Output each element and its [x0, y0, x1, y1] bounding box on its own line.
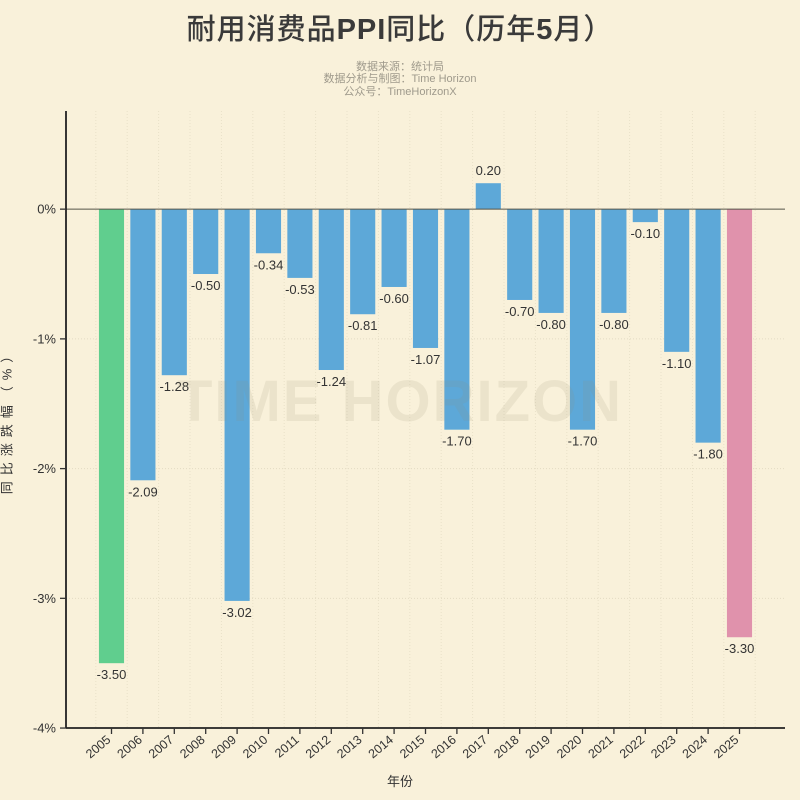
svg-text:-0.10: -0.10 — [630, 226, 660, 241]
svg-text:-2%: -2% — [33, 461, 57, 476]
svg-text:-2.09: -2.09 — [128, 484, 158, 499]
svg-text:-1.70: -1.70 — [442, 434, 472, 449]
svg-text:-1.07: -1.07 — [411, 352, 441, 367]
svg-text:-3.30: -3.30 — [725, 641, 755, 656]
svg-text:-0.81: -0.81 — [348, 318, 378, 333]
svg-text:-0.80: -0.80 — [536, 317, 566, 332]
svg-text:-1%: -1% — [33, 331, 57, 346]
svg-text:-1.70: -1.70 — [568, 434, 598, 449]
svg-text:-0.34: -0.34 — [254, 257, 284, 272]
svg-text:-0.53: -0.53 — [285, 282, 315, 297]
svg-text:-3%: -3% — [33, 591, 57, 606]
svg-text:-0.50: -0.50 — [191, 278, 221, 293]
svg-text:0.20: 0.20 — [476, 163, 501, 178]
svg-text:-3.02: -3.02 — [222, 605, 252, 620]
svg-text:-0.70: -0.70 — [505, 304, 535, 319]
svg-text:-1.80: -1.80 — [693, 447, 723, 462]
svg-text:-3.50: -3.50 — [97, 667, 127, 682]
svg-text:-4%: -4% — [33, 721, 57, 736]
svg-text:0%: 0% — [37, 202, 56, 217]
svg-text:-0.60: -0.60 — [379, 291, 409, 306]
svg-text:-0.80: -0.80 — [599, 317, 629, 332]
